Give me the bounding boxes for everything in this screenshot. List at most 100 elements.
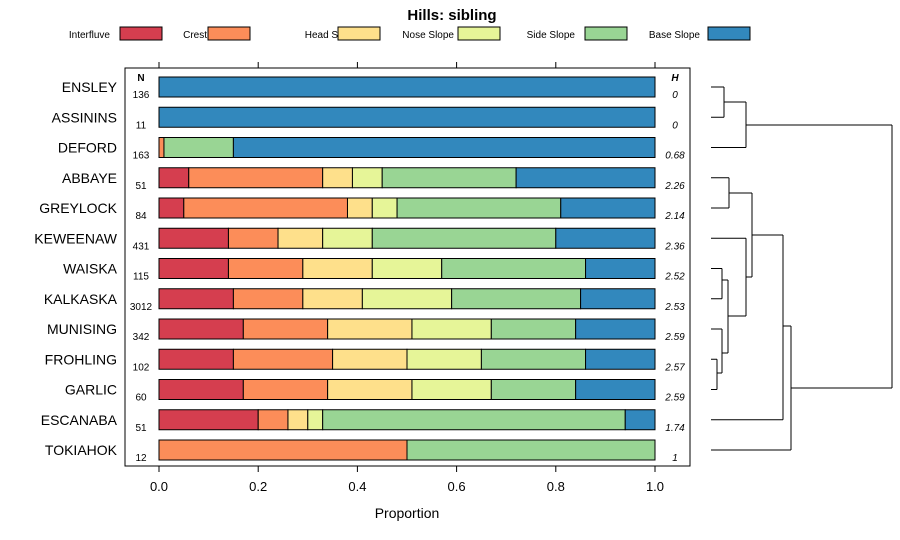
legend-swatch — [584, 26, 628, 41]
bar-segment — [227, 227, 279, 249]
n-value-label: 136 — [133, 90, 150, 101]
bar-segment — [232, 137, 656, 158]
n-value-label: 431 — [133, 241, 150, 252]
bar-segment — [332, 348, 408, 370]
bar-segment — [322, 409, 626, 431]
legend-label: Base Slope — [649, 30, 701, 41]
bar-segment — [585, 348, 656, 370]
bar-segment — [158, 227, 229, 249]
n-value-label: 102 — [133, 362, 150, 373]
bar-segment — [575, 379, 656, 400]
legend-label: Side Slope — [527, 30, 576, 41]
n-value-label: 11 — [136, 120, 147, 131]
chart-title: Hills: sibling — [407, 7, 496, 24]
legend-swatch — [457, 26, 501, 41]
category-label: KALKASKA — [44, 291, 118, 307]
x-tick-label: 0.0 — [150, 479, 168, 494]
bar-segment — [158, 348, 234, 370]
x-tick-label: 0.4 — [348, 479, 366, 494]
legend-swatch — [337, 26, 381, 41]
bar-segment — [381, 167, 517, 189]
bar-segment — [183, 197, 348, 219]
bar-segment — [560, 197, 656, 219]
bar-segment — [307, 409, 324, 431]
bar-segment — [227, 258, 304, 279]
bar-segment — [163, 137, 234, 158]
bar-segment — [441, 258, 587, 279]
bar-segment — [158, 137, 165, 158]
category-label: FROHLING — [45, 351, 117, 367]
h-value-label: 1.74 — [665, 423, 685, 434]
x-axis: 0.0 0.2 0.4 0.6 0.8 1.0 — [150, 62, 664, 494]
bar-segment — [411, 379, 492, 400]
h-value-label: 0 — [672, 120, 678, 131]
category-label: TOKIAHOK — [45, 442, 118, 458]
bar-segment — [188, 167, 324, 189]
bar-segment — [490, 318, 577, 340]
bar-segment — [411, 318, 492, 340]
bar-segment — [327, 379, 413, 400]
category-label: ENSLEY — [62, 79, 118, 95]
n-value-label: 3012 — [130, 302, 153, 313]
n-value-label: 12 — [135, 453, 147, 464]
bar-segment — [287, 409, 309, 431]
x-tick-label: 0.8 — [547, 479, 565, 494]
h-value-label: 0 — [672, 90, 678, 101]
bar-segment — [322, 227, 373, 249]
legend-label: Nose Slope — [402, 30, 454, 41]
h-value-label: 2.59 — [664, 393, 685, 404]
n-value-label: 51 — [135, 423, 147, 434]
h-value-label: 2.36 — [664, 241, 685, 252]
legend-label: Crest — [183, 30, 207, 41]
bar-segment — [158, 318, 244, 340]
bar-segment — [451, 288, 582, 310]
h-value-label: 2.26 — [664, 181, 685, 192]
bar-segment — [585, 258, 656, 279]
n-value-label: 342 — [133, 332, 150, 343]
bar-segment — [555, 227, 656, 249]
h-value-label: 2.59 — [664, 332, 685, 343]
legend-swatch — [119, 26, 163, 41]
bar-segment — [371, 197, 398, 219]
dendrogram — [711, 86, 893, 451]
bar-segment — [351, 167, 383, 189]
legend: Interfluve Crest Head Slope Nose Slope Side … — [69, 26, 751, 41]
n-column-header: N — [137, 73, 144, 84]
bar-segment — [302, 258, 373, 279]
h-value-label: 2.53 — [664, 302, 685, 313]
n-value-label: 163 — [133, 151, 150, 162]
bar-segment — [232, 348, 334, 370]
bar-segment — [158, 288, 234, 310]
h-value-label: 2.52 — [664, 272, 685, 283]
category-label: ASSININS — [52, 109, 117, 125]
bar-segment — [242, 318, 329, 340]
bar-segment — [371, 227, 557, 249]
bar-segment — [406, 348, 482, 370]
bar-segment — [490, 379, 577, 400]
h-value-label: 2.57 — [664, 362, 685, 373]
bar-segment — [580, 288, 656, 310]
category-label: GREYLOCK — [39, 200, 117, 216]
bar-segment — [346, 197, 373, 219]
h-value-label: 1 — [672, 453, 678, 464]
bar-segment — [396, 197, 562, 219]
bar-segment — [515, 167, 656, 189]
n-value-label: 51 — [135, 181, 147, 192]
bar-segment — [158, 76, 656, 98]
legend-label: Head Slope — [305, 30, 358, 41]
category-label: WAISKA — [63, 261, 118, 277]
bar-segment — [361, 288, 453, 310]
bar-segment — [371, 258, 443, 279]
bar-segment — [158, 106, 656, 128]
bars-group: ENSLEY 136 0 ASSININS 11 0 DEFORD 163 0.68 ABBAYE… — [34, 76, 685, 464]
bar-segment — [257, 409, 289, 431]
n-value-label: 84 — [135, 211, 147, 222]
bar-segment — [232, 288, 304, 310]
plot-frame — [124, 67, 691, 467]
category-label: MUNISING — [47, 321, 117, 337]
legend-swatch — [207, 26, 251, 41]
category-label: GARLIC — [65, 382, 117, 398]
bar-segment — [158, 409, 259, 431]
n-value-label: 60 — [135, 393, 147, 404]
